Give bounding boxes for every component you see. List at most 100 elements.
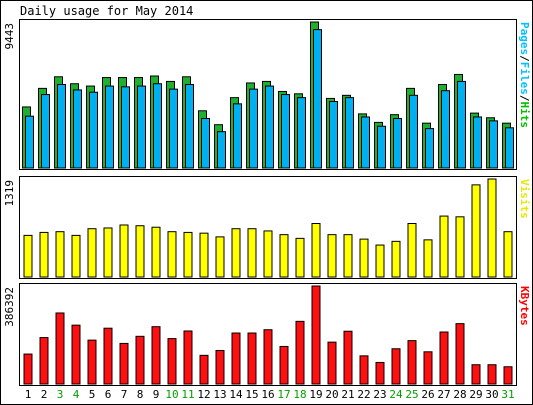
bar-visits-day-29 bbox=[471, 184, 481, 278]
day-label-30: 30 bbox=[485, 388, 498, 401]
day-label-20: 20 bbox=[325, 388, 338, 401]
bar-visits-day-18 bbox=[295, 237, 305, 278]
bar-visits-day-31 bbox=[503, 231, 513, 278]
day-label-12: 12 bbox=[197, 388, 210, 401]
legend-entry-hits-files-pages-4: Hits bbox=[518, 102, 531, 129]
day-label-28: 28 bbox=[453, 388, 466, 401]
day-label-23: 23 bbox=[373, 388, 386, 401]
bar-visits-day-22 bbox=[359, 238, 369, 278]
legend-entry-hits-files-pages-3: / bbox=[518, 95, 531, 102]
max-label-visits: 1319 bbox=[3, 180, 16, 207]
day-label-9: 9 bbox=[153, 388, 160, 401]
bar-files-day-26 bbox=[425, 128, 434, 169]
bar-visits-day-25 bbox=[407, 223, 417, 278]
bar-files-day-11 bbox=[185, 84, 194, 169]
legend-entry-hits-files-pages-0: Pages bbox=[518, 22, 531, 55]
bar-visits-day-26 bbox=[423, 239, 433, 278]
legend-entry-hits-files-pages-2: Files bbox=[518, 62, 531, 95]
bar-kbytes-day-4 bbox=[71, 324, 81, 385]
bar-visits-day-8 bbox=[135, 225, 145, 278]
day-label-29: 29 bbox=[469, 388, 482, 401]
legend-entry-hits-files-pages-1: / bbox=[518, 55, 531, 62]
day-label-8: 8 bbox=[137, 388, 144, 401]
panel-visits: 1319 Visits bbox=[3, 176, 531, 279]
day-label-17: 17 bbox=[277, 388, 290, 401]
day-label-21: 21 bbox=[341, 388, 354, 401]
bar-files-day-6 bbox=[105, 85, 114, 169]
bar-visits-day-9 bbox=[151, 226, 161, 278]
bar-kbytes-day-11 bbox=[183, 330, 193, 385]
bar-kbytes-day-26 bbox=[423, 351, 433, 385]
panel-frame-visits bbox=[19, 176, 517, 279]
day-label-15: 15 bbox=[245, 388, 258, 401]
bar-files-day-28 bbox=[457, 80, 466, 169]
panel-kbytes: 386392 KBytes bbox=[3, 283, 531, 386]
day-labels: 1 2 3 4 5 6 7 8 9 10 11 12 13 14 15 16 17 18 19 20 21 22 23 24 2… bbox=[25, 388, 515, 401]
bar-kbytes-day-23 bbox=[375, 361, 385, 385]
day-label-5: 5 bbox=[89, 388, 96, 401]
bar-files-day-21 bbox=[345, 97, 354, 169]
bar-visits-day-16 bbox=[263, 230, 273, 278]
bar-files-day-17 bbox=[281, 94, 290, 169]
bar-visits-day-5 bbox=[87, 228, 97, 278]
bar-files-day-1 bbox=[25, 115, 34, 169]
bar-files-day-7 bbox=[121, 86, 130, 169]
bar-files-day-3 bbox=[57, 84, 66, 169]
bar-visits-day-28 bbox=[455, 216, 465, 278]
bar-kbytes-day-5 bbox=[87, 339, 97, 385]
bar-visits-day-3 bbox=[55, 231, 65, 278]
day-label-11: 11 bbox=[181, 388, 194, 401]
bar-kbytes-day-18 bbox=[295, 320, 305, 385]
bar-kbytes-day-27 bbox=[439, 331, 449, 385]
bar-kbytes-day-28 bbox=[455, 323, 465, 385]
bar-kbytes-day-21 bbox=[343, 330, 353, 385]
day-label-3: 3 bbox=[57, 388, 64, 401]
day-label-1: 1 bbox=[25, 388, 32, 401]
bar-visits-day-30 bbox=[487, 178, 497, 278]
bar-visits-day-20 bbox=[327, 234, 337, 278]
bar-files-day-19 bbox=[313, 29, 322, 169]
bar-kbytes-day-25 bbox=[407, 340, 417, 385]
bar-visits-day-13 bbox=[215, 236, 225, 278]
bar-files-day-16 bbox=[265, 85, 274, 169]
bar-kbytes-day-15 bbox=[247, 332, 257, 385]
bar-kbytes-day-22 bbox=[359, 355, 369, 385]
bar-files-day-30 bbox=[489, 120, 498, 169]
day-label-25: 25 bbox=[405, 388, 418, 401]
bar-kbytes-day-8 bbox=[135, 335, 145, 385]
chart-title: Daily usage for May 2014 bbox=[20, 4, 193, 18]
bar-visits-day-23 bbox=[375, 244, 385, 278]
day-label-13: 13 bbox=[213, 388, 226, 401]
bar-kbytes-day-13 bbox=[215, 350, 225, 385]
bar-kbytes-day-14 bbox=[231, 332, 241, 385]
bar-files-day-5 bbox=[89, 91, 98, 169]
day-label-2: 2 bbox=[41, 388, 48, 401]
bar-kbytes-day-2 bbox=[39, 337, 49, 385]
bar-files-day-10 bbox=[169, 88, 178, 169]
legend-entry-visits-0: Visits bbox=[518, 179, 531, 219]
day-label-14: 14 bbox=[229, 388, 243, 401]
bar-kbytes-day-6 bbox=[103, 327, 113, 385]
bar-kbytes-day-7 bbox=[119, 342, 129, 385]
day-label-7: 7 bbox=[121, 388, 128, 401]
bar-kbytes-day-1 bbox=[23, 353, 33, 385]
max-label-hits-files-pages: 9443 bbox=[3, 23, 16, 50]
bar-kbytes-day-9 bbox=[151, 326, 161, 385]
bar-files-day-24 bbox=[393, 118, 402, 169]
day-label-18: 18 bbox=[293, 388, 306, 401]
bar-files-day-27 bbox=[441, 90, 450, 169]
bar-visits-day-14 bbox=[231, 228, 241, 278]
bar-files-day-23 bbox=[377, 125, 386, 169]
day-label-24: 24 bbox=[389, 388, 403, 401]
bar-kbytes-day-24 bbox=[391, 348, 401, 385]
bar-kbytes-day-16 bbox=[263, 329, 273, 385]
day-label-19: 19 bbox=[309, 388, 322, 401]
legend-entry-kbytes-0: KBytes bbox=[518, 286, 531, 326]
bar-kbytes-day-30 bbox=[487, 364, 497, 385]
bar-kbytes-day-17 bbox=[279, 345, 289, 385]
legend-kbytes: KBytes bbox=[518, 286, 531, 326]
day-label-4: 4 bbox=[73, 388, 80, 401]
bar-visits-day-17 bbox=[279, 234, 289, 278]
